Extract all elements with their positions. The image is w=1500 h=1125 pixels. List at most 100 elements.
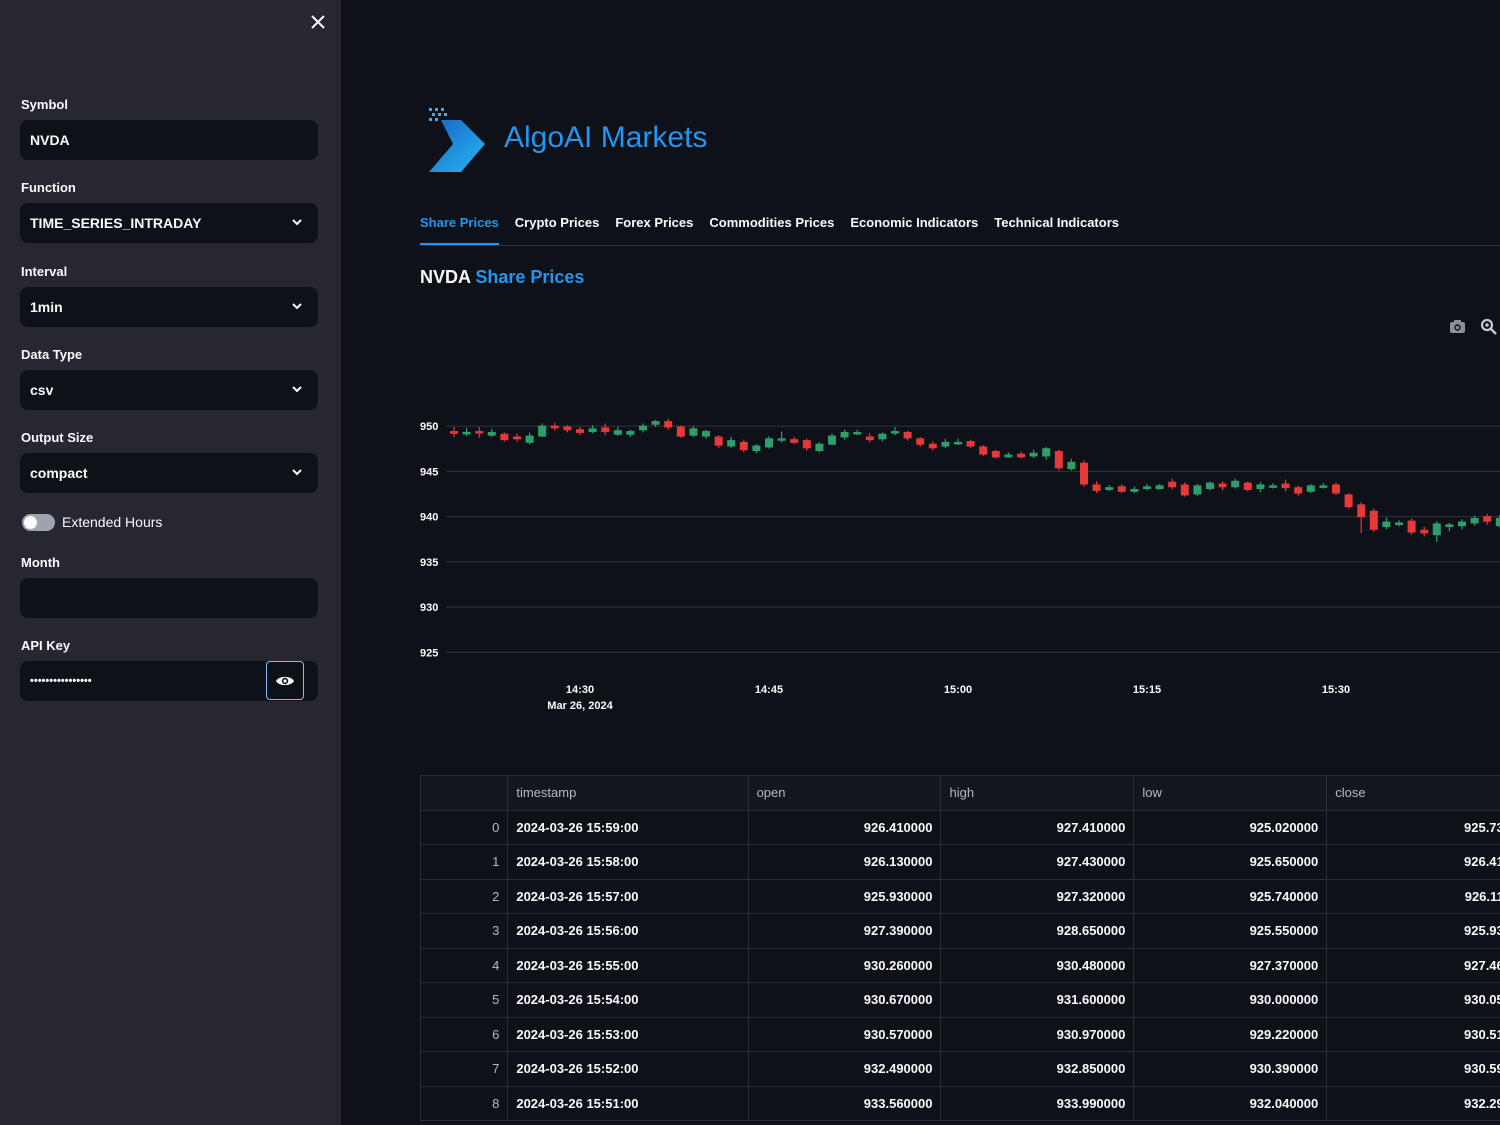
tab-technical-indicators[interactable]: Technical Indicators [994,215,1119,230]
show-password-button[interactable] [266,661,304,700]
candle[interactable] [613,427,622,437]
candle[interactable] [903,430,912,441]
candle[interactable] [462,427,471,437]
candle[interactable] [765,436,773,449]
candle[interactable] [1054,449,1063,471]
candle[interactable] [891,427,899,436]
table-row[interactable]: 7 2024-03-26 15:52:00 932.490000 932.850000… [419,1051,1500,1087]
candlestick-chart[interactable]: 950 945 940 935 930 925 14:30 Mar 26, 2024 14:45… [401,400,1500,720]
function-select[interactable]: TIME_SERIES_INTRADAY [20,203,318,243]
month-input[interactable] [20,578,318,618]
candle[interactable] [815,442,824,453]
candle[interactable] [1067,458,1076,471]
candle[interactable] [865,433,874,443]
candle[interactable] [576,427,584,436]
candle[interactable] [1294,485,1303,496]
interval-select[interactable]: 1min [20,287,318,327]
tab-crypto-prices[interactable]: Crypto Prices [514,215,600,230]
candle[interactable] [550,422,559,431]
camera-icon[interactable] [1449,318,1466,335]
candle[interactable] [878,432,887,442]
candle[interactable] [752,444,761,454]
column-header[interactable]: low [1133,775,1328,811]
table-row[interactable]: 5 2024-03-26 15:54:00 930.670000 931.600000… [419,982,1500,1018]
candle[interactable] [1382,517,1391,530]
candle[interactable] [739,439,748,453]
candle[interactable] [1080,460,1088,487]
candle[interactable] [1344,493,1353,509]
candle[interactable] [1180,482,1189,497]
datatype-select[interactable]: csv [20,370,318,410]
candle[interactable] [1029,449,1038,458]
candle[interactable] [626,429,635,437]
table-row[interactable]: 4 2024-03-26 15:55:00 930.260000 930.480000… [419,947,1500,983]
candle[interactable] [1206,481,1214,491]
outputsize-select[interactable]: compact [20,453,318,493]
candle[interactable] [840,429,849,440]
candle[interactable] [727,436,736,448]
candle[interactable] [853,429,862,436]
tab-share-prices[interactable]: Share Prices [420,215,499,245]
candle[interactable] [1193,484,1202,496]
candle[interactable] [1218,481,1227,491]
table-row[interactable]: 0 2024-03-26 15:59:00 926.410000 927.410000… [419,809,1500,845]
close-sidebar-button[interactable] [306,10,330,34]
candle[interactable] [1445,522,1454,532]
tab-commodities-prices[interactable]: Commodities Prices [709,215,835,230]
candle[interactable] [538,423,547,437]
candle[interactable] [588,425,597,434]
column-header[interactable]: timestamp [507,775,749,811]
candle[interactable] [1407,518,1416,535]
column-header[interactable]: open [747,775,942,811]
candle[interactable] [450,427,458,437]
candle[interactable] [1042,446,1051,460]
candle[interactable] [651,419,660,428]
candle[interactable] [1017,451,1025,459]
candle[interactable] [966,439,975,448]
table-row[interactable]: 2 2024-03-26 15:57:00 925.930000 927.320000… [419,878,1500,914]
candle[interactable] [1130,486,1139,494]
candle[interactable] [689,426,698,437]
candle[interactable] [1281,479,1290,492]
candle[interactable] [664,418,673,430]
symbol-input[interactable]: NVDA [20,120,318,160]
candle[interactable] [563,425,572,433]
table-row[interactable]: 3 2024-03-26 15:56:00 927.390000 928.650000… [419,913,1500,949]
candle[interactable] [1319,483,1328,489]
candle[interactable] [500,432,509,442]
candle[interactable] [676,425,685,438]
candle[interactable] [802,438,811,451]
candle[interactable] [1143,484,1151,491]
candle[interactable] [1155,484,1164,490]
candle[interactable] [1395,520,1403,527]
candle[interactable] [1092,481,1101,494]
candle[interactable] [1483,513,1492,525]
candle[interactable] [790,436,799,445]
candle[interactable] [513,433,521,442]
candle[interactable] [1306,484,1315,494]
candle[interactable] [1369,508,1378,533]
candle[interactable] [1105,484,1114,492]
candle[interactable] [1458,519,1466,530]
candle[interactable] [777,431,786,443]
candle[interactable] [1256,482,1265,493]
column-header[interactable]: close [1326,775,1500,811]
candle[interactable] [954,438,962,446]
candle[interactable] [1117,484,1126,494]
extended-hours-toggle[interactable] [22,514,55,531]
candle[interactable] [1004,452,1013,458]
candle[interactable] [1420,526,1429,537]
candle[interactable] [828,433,836,446]
candle[interactable] [1332,482,1340,495]
candle[interactable] [928,441,937,451]
candle[interactable] [702,429,710,439]
candle[interactable] [1269,483,1277,489]
candle[interactable] [941,438,950,448]
zoom-icon[interactable] [1480,318,1497,335]
candle[interactable] [1243,481,1252,492]
tab-economic-indicators[interactable]: Economic Indicators [850,215,979,230]
candle[interactable] [1231,478,1240,489]
candle[interactable] [1357,502,1366,533]
candle[interactable] [1168,478,1177,490]
column-header[interactable]: high [940,775,1135,811]
